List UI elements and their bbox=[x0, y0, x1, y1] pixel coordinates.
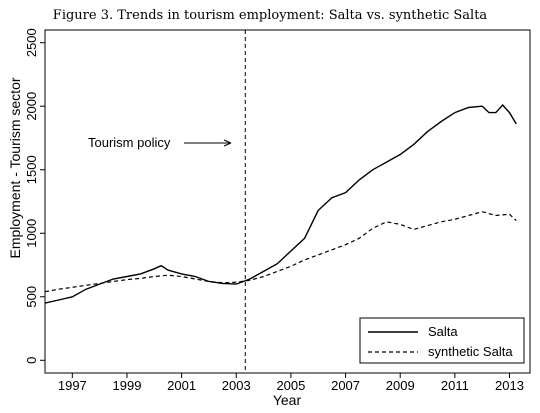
legend: Salta synthetic Salta bbox=[359, 317, 525, 364]
x-tick-label: 2011 bbox=[441, 378, 469, 393]
legend-box bbox=[359, 317, 525, 364]
legend-synthetic-label: synthetic Salta bbox=[428, 344, 513, 359]
x-tick-label: 2009 bbox=[386, 378, 415, 393]
plot-area bbox=[44, 29, 531, 374]
legend-salta-label: Salta bbox=[428, 324, 458, 339]
y-axis-ticks: 0 500 1000 1500 2000 2500 bbox=[24, 28, 45, 364]
y-tick-label: 2000 bbox=[24, 92, 39, 121]
x-tick-label: 2013 bbox=[495, 378, 524, 393]
y-tick-label: 500 bbox=[24, 286, 39, 308]
annotation-arrowhead bbox=[223, 139, 232, 147]
figure-title: Figure 3. Trends in tourism employment: … bbox=[52, 8, 488, 23]
x-tick-label: 2005 bbox=[276, 378, 305, 393]
x-tick-label: 2003 bbox=[222, 378, 251, 393]
x-tick-label: 1999 bbox=[113, 378, 142, 393]
x-axis-label: Year bbox=[273, 392, 302, 408]
y-tick-label: 1000 bbox=[24, 219, 39, 248]
x-tick-label: 1997 bbox=[58, 378, 87, 393]
y-tick-label: 0 bbox=[24, 357, 39, 364]
y-tick-label: 1500 bbox=[24, 155, 39, 184]
x-tick-label: 2007 bbox=[331, 378, 360, 393]
series-salta-line bbox=[44, 103, 517, 304]
tourism-policy-annotation: Tourism policy bbox=[88, 135, 171, 150]
y-axis-label: Employment - Tourism sector bbox=[7, 77, 23, 258]
series-synthetic-salta-line bbox=[44, 211, 517, 293]
x-tick-label: 2001 bbox=[167, 378, 196, 393]
y-tick-label: 2500 bbox=[24, 28, 39, 57]
x-axis-ticks: 1997 1999 2001 2003 2005 2007 2009 2011 2013 bbox=[58, 373, 524, 393]
